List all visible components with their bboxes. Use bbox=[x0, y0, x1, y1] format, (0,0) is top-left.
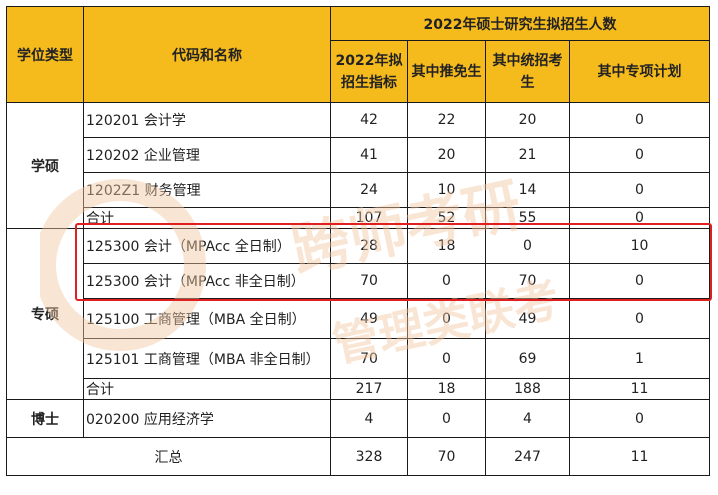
special-cell: 0 bbox=[568, 298, 711, 339]
program-name-cell: 125300 会计（MPAcc 非全日制） bbox=[83, 263, 331, 299]
unified-cell: 21 bbox=[485, 137, 570, 173]
plan-cell: 42 bbox=[330, 102, 408, 138]
summary-exempt-cell: 70 bbox=[407, 437, 486, 476]
summary-row: 汇总 328 70 247 11 bbox=[6, 437, 711, 476]
unified-column-header: 其中统招考生 bbox=[485, 40, 570, 103]
table-row: 博士 020200 应用经济学 4 0 4 0 bbox=[6, 399, 711, 438]
special-cell: 0 bbox=[568, 102, 711, 138]
exempt-cell: 0 bbox=[407, 263, 486, 299]
special-cell: 11 bbox=[568, 378, 711, 400]
unified-cell: 49 bbox=[485, 298, 570, 339]
unified-cell: 188 bbox=[485, 378, 570, 400]
program-name-cell: 合计 bbox=[83, 207, 331, 229]
program-name-cell: 120202 企业管理 bbox=[83, 137, 331, 173]
table-row: 125100 工商管理（MBA 全日制） 49 0 49 0 bbox=[7, 298, 711, 339]
program-name-cell: 125101 工商管理（MBA 非全日制） bbox=[83, 338, 331, 379]
degree-type-header: 学位类型 bbox=[6, 6, 84, 103]
special-column-header: 其中专项计划 bbox=[568, 40, 711, 103]
exempt-column-header: 其中推免生 bbox=[407, 40, 486, 103]
summary-label-cell: 汇总 bbox=[6, 437, 331, 476]
special-cell: 10 bbox=[568, 228, 711, 264]
plan-cell: 4 bbox=[330, 399, 408, 438]
group-title-header: 2022年硕士研究生拟招生人数 bbox=[329, 6, 711, 41]
program-name-cell: 125300 会计（MPAcc 全日制） bbox=[83, 228, 331, 264]
table-row: 125300 会计（MPAcc 非全日制） 70 0 70 0 bbox=[7, 263, 711, 299]
table-row: 合计 217 18 188 11 bbox=[7, 378, 711, 400]
table-row: 1202Z1 财务管理 24 10 14 0 bbox=[7, 172, 711, 208]
unified-cell: 4 bbox=[485, 399, 570, 438]
special-cell: 0 bbox=[568, 137, 711, 173]
plan-cell: 70 bbox=[330, 338, 408, 379]
unified-cell: 0 bbox=[485, 228, 570, 264]
exempt-cell: 52 bbox=[407, 207, 486, 229]
unified-cell: 69 bbox=[485, 338, 570, 379]
exempt-cell: 18 bbox=[407, 228, 486, 264]
table-row: 合计 107 52 55 0 bbox=[7, 207, 711, 229]
unified-cell: 70 bbox=[485, 263, 570, 299]
special-cell: 0 bbox=[568, 399, 711, 438]
exempt-cell: 20 bbox=[407, 137, 486, 173]
degree-category-cell: 学硕 bbox=[6, 102, 84, 229]
program-name-cell: 125100 工商管理（MBA 全日制） bbox=[83, 298, 331, 339]
plan-cell: 28 bbox=[330, 228, 408, 264]
exempt-cell: 22 bbox=[407, 102, 486, 138]
enrollment-table: 学位类型 代码和名称 2022年硕士研究生拟招生人数 2022年拟招生指标 其中… bbox=[6, 6, 711, 476]
degree-category-cell: 博士 bbox=[6, 399, 84, 438]
program-name-cell: 1202Z1 财务管理 bbox=[83, 172, 331, 208]
degree-category-cell: 专硕 bbox=[6, 228, 84, 400]
summary-special-cell: 11 bbox=[568, 437, 711, 476]
plan-cell: 107 bbox=[330, 207, 408, 229]
table-row: 专硕 125300 会计（MPAcc 全日制） 28 18 0 10 bbox=[6, 228, 711, 400]
table-row: 120202 企业管理 41 20 21 0 bbox=[7, 137, 711, 173]
special-cell: 0 bbox=[568, 207, 711, 229]
table-row: 125101 工商管理（MBA 非全日制） 70 0 69 1 bbox=[7, 338, 711, 379]
table-row: 学硕 120201 会计学 42 22 20 0 bbox=[6, 102, 711, 229]
exempt-cell: 0 bbox=[407, 338, 486, 379]
plan-cell: 70 bbox=[330, 263, 408, 299]
program-name-cell: 020200 应用经济学 bbox=[83, 399, 331, 438]
plan-cell: 41 bbox=[330, 137, 408, 173]
plan-cell: 24 bbox=[330, 172, 408, 208]
special-cell: 1 bbox=[568, 338, 711, 379]
exempt-cell: 18 bbox=[407, 378, 486, 400]
program-name-cell: 合计 bbox=[83, 378, 331, 400]
unified-cell: 14 bbox=[485, 172, 570, 208]
summary-unified-cell: 247 bbox=[485, 437, 570, 476]
plan-column-header: 2022年拟招生指标 bbox=[330, 40, 408, 103]
program-name-cell: 120201 会计学 bbox=[83, 102, 331, 138]
code-name-header: 代码和名称 bbox=[83, 6, 331, 103]
exempt-cell: 10 bbox=[407, 172, 486, 208]
special-cell: 0 bbox=[568, 263, 711, 299]
unified-cell: 55 bbox=[485, 207, 570, 229]
exempt-cell: 0 bbox=[407, 298, 486, 339]
unified-cell: 20 bbox=[485, 102, 570, 138]
special-cell: 0 bbox=[568, 172, 711, 208]
exempt-cell: 0 bbox=[407, 399, 486, 438]
plan-cell: 217 bbox=[330, 378, 408, 400]
summary-plan-cell: 328 bbox=[330, 437, 408, 476]
plan-cell: 49 bbox=[330, 298, 408, 339]
